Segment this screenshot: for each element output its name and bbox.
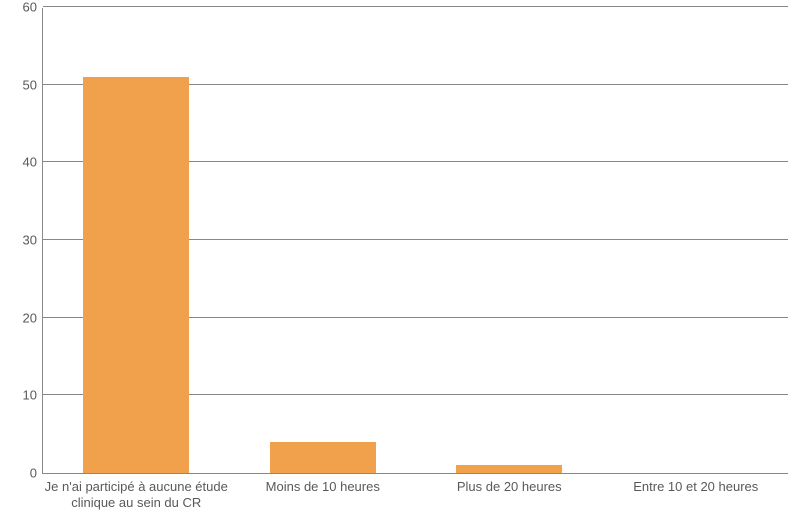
x-tick-label: Moins de 10 heures (230, 473, 417, 495)
y-tick-label: 40 (23, 155, 43, 170)
bar-slot: Je n'ai participé à aucune étude cliniqu… (43, 8, 230, 473)
bar-chart: 0102030405060Je n'ai participé à aucune … (0, 0, 800, 519)
bar (270, 442, 376, 473)
y-tick-label: 60 (23, 0, 43, 15)
plot-area: 0102030405060Je n'ai participé à aucune … (42, 8, 788, 474)
y-tick-label: 20 (23, 310, 43, 325)
y-tick-label: 0 (30, 466, 43, 481)
x-tick-label: Entre 10 et 20 heures (603, 473, 790, 495)
bar-slot: Moins de 10 heures (230, 8, 417, 473)
bar (83, 77, 189, 473)
gridline (43, 6, 788, 7)
x-tick-label: Plus de 20 heures (416, 473, 603, 495)
bar (456, 465, 562, 473)
y-tick-label: 30 (23, 233, 43, 248)
y-tick-label: 50 (23, 77, 43, 92)
bar-slot: Entre 10 et 20 heures (603, 8, 790, 473)
bar-slot: Plus de 20 heures (416, 8, 603, 473)
y-tick-label: 10 (23, 388, 43, 403)
x-tick-label: Je n'ai participé à aucune étude cliniqu… (43, 473, 230, 510)
